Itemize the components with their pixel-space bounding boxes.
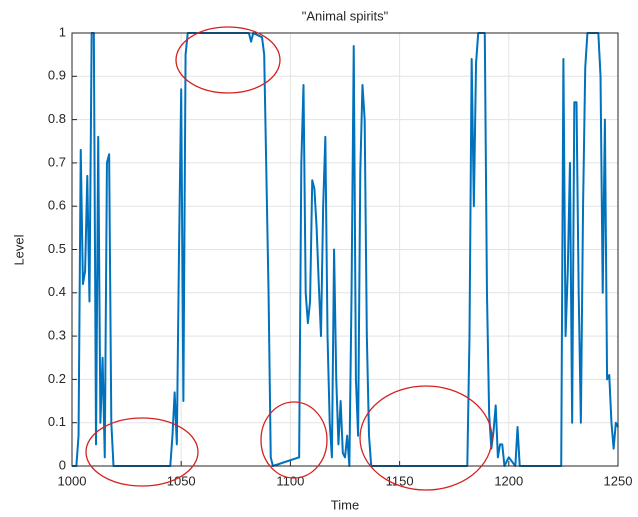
x-tick-label: 1100 [276, 473, 304, 488]
y-tick-label: 1 [59, 24, 66, 39]
highlight-ellipse [260, 401, 328, 479]
highlight-ellipse [85, 417, 199, 487]
y-axis-label: Level [11, 234, 26, 265]
x-tick-label: 1050 [167, 473, 196, 488]
y-tick-label: 0.3 [48, 328, 66, 343]
chart-title: "Animal spirits" [302, 8, 389, 23]
x-tick-label: 1000 [58, 473, 87, 488]
y-tick-label: 0.5 [48, 241, 66, 256]
y-tick-label: 0.4 [48, 284, 66, 299]
y-tick-label: 0.1 [48, 414, 66, 429]
highlight-ellipse [359, 385, 493, 491]
y-tick-label: 0.7 [48, 154, 66, 169]
x-tick-label: 1200 [494, 473, 523, 488]
y-tick-label: 0.9 [48, 68, 66, 83]
y-tick-label: 0.6 [48, 198, 66, 213]
x-tick-label: 1250 [604, 473, 633, 488]
x-axis-label: Time [331, 497, 359, 512]
annotations [85, 26, 493, 491]
x-tick-label: 1150 [386, 473, 414, 488]
highlight-ellipse [175, 26, 281, 94]
y-tick-label: 0 [59, 457, 66, 472]
y-tick-label: 0.2 [48, 371, 66, 386]
y-tick-label: 0.8 [48, 111, 66, 126]
axes-box [71, 32, 619, 467]
